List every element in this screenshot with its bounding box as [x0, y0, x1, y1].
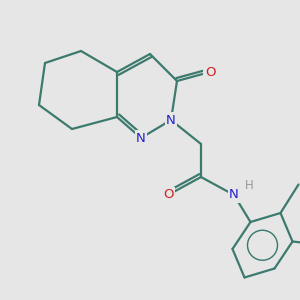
Text: N: N	[229, 188, 239, 202]
Text: H: H	[245, 179, 254, 192]
Text: N: N	[166, 113, 176, 127]
Text: N: N	[136, 131, 146, 145]
Text: O: O	[205, 65, 215, 79]
Text: O: O	[163, 188, 173, 202]
